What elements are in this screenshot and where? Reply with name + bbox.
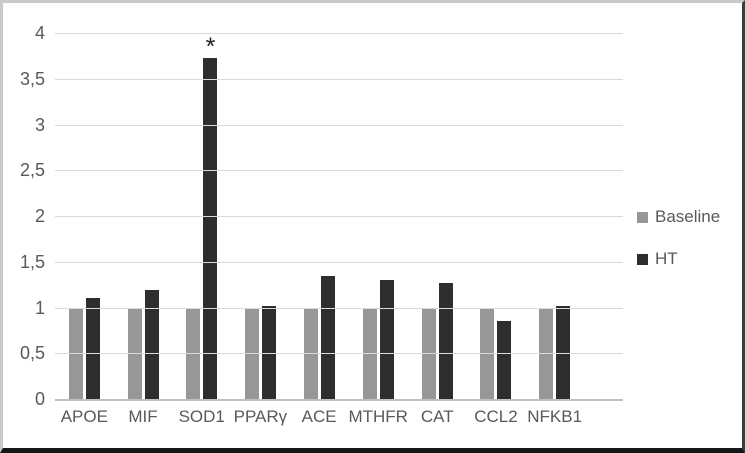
y-tick-label: 0 (34, 389, 45, 409)
significance-asterisk: * (205, 32, 216, 61)
y-axis: 0 0,5 1 1,5 2 2,5 3 3,5 4 (3, 3, 45, 448)
y-tick-label: 4 (34, 23, 45, 43)
legend-item-ht: HT (637, 248, 720, 270)
y-tick-label: 1,5 (19, 251, 45, 272)
bar-ht-ccl2 (497, 321, 512, 399)
bar-ht-cat (438, 282, 453, 399)
x-label-sod1: SOD1 (178, 407, 225, 426)
y-tick-label: 3 (34, 114, 45, 135)
bar-ht-ace (321, 276, 336, 399)
bar-ht-mthfr (379, 280, 394, 399)
legend: Baseline HT (637, 206, 720, 290)
x-label-nfkb1: NFKB1 (527, 407, 583, 426)
category-group-mthfr (349, 33, 408, 399)
x-label-cat: CAT (420, 407, 454, 426)
x-axis: APOE MIF SOD1 PPARγ ACE MTHFR CAT CCL2 NFKB1 (55, 407, 584, 427)
bar-ht-nfkb1 (556, 305, 571, 399)
gridline-y-0_5 (55, 353, 623, 355)
category-group-pparγ (231, 33, 290, 399)
x-label-pparγ: PPARγ (233, 407, 288, 426)
y-tick-label: 0,5 (19, 343, 45, 364)
x-label-apoe: APOE (60, 407, 108, 426)
gridline-y-4 (55, 33, 623, 34)
legend-swatch-icon (637, 253, 648, 265)
bar-ht-apoe (85, 298, 100, 399)
x-label-mif: MIF (128, 407, 158, 426)
gridline-y-2_5 (55, 170, 623, 172)
x-label-mthfr: MTHFR (348, 407, 408, 426)
plot-area: * (55, 33, 623, 401)
y-tick-label: 2,5 (19, 160, 45, 181)
gridline-y-3_5 (55, 78, 623, 80)
bar-ht-mif (144, 290, 159, 399)
bar-ht-sod1: * (203, 34, 218, 399)
bar-ht-pparγ (262, 305, 277, 399)
x-label-ccl2: CCL2 (474, 407, 518, 426)
legend-swatch-icon (637, 211, 648, 223)
legend-label: Baseline (655, 207, 721, 226)
y-tick-label: 3,5 (19, 68, 45, 89)
gridline-y-1_5 (55, 261, 623, 263)
gridline-y-3 (55, 124, 623, 126)
y-tick-label: 1 (34, 297, 45, 318)
legend-label: HT (655, 249, 678, 268)
y-tick-label: 2 (34, 206, 45, 226)
x-label-ace: ACE (301, 407, 337, 426)
gridline-y-1 (55, 307, 623, 309)
gridline-y-2 (55, 216, 623, 217)
legend-item-baseline: Baseline (637, 206, 720, 228)
